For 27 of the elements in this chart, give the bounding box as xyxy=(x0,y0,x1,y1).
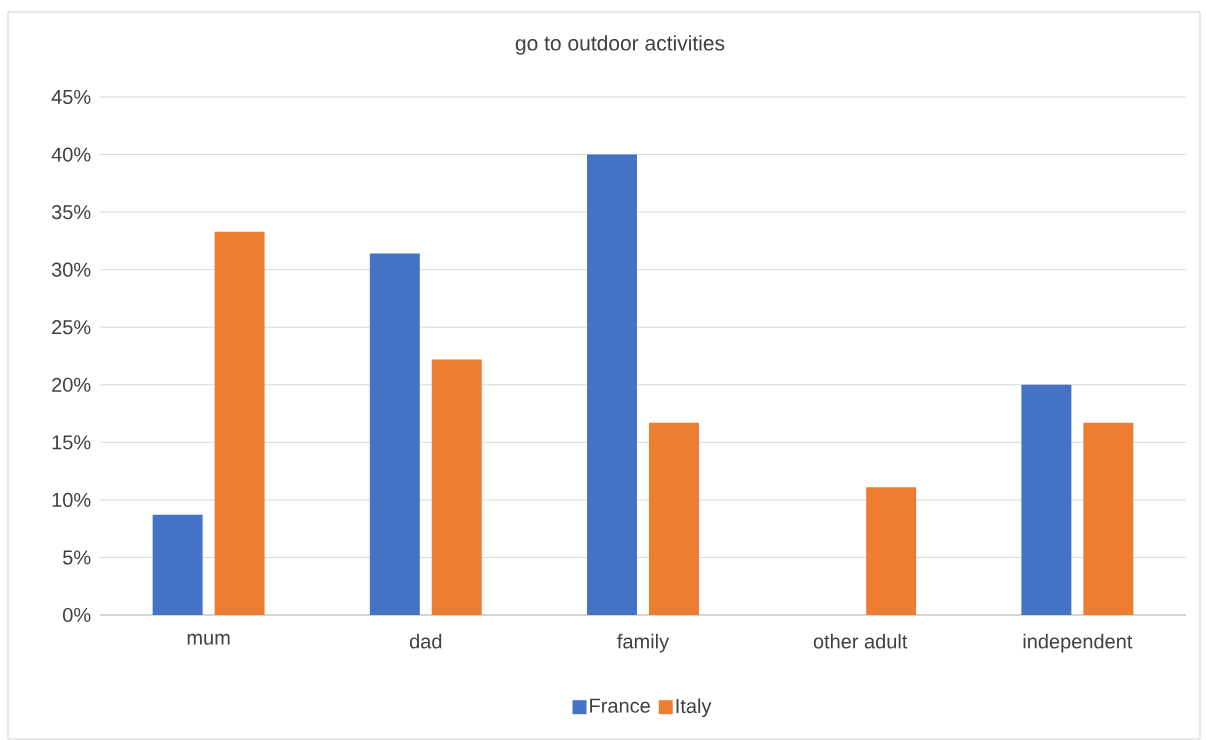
y-tick-label: 20% xyxy=(52,377,91,392)
bar xyxy=(152,514,203,615)
bar xyxy=(214,231,265,615)
x-tick-label: mum xyxy=(187,633,230,645)
x-tick-label: other adult xyxy=(813,633,908,649)
y-tick-label: 30% xyxy=(51,262,91,277)
bar xyxy=(866,487,917,615)
legend-label: France xyxy=(590,698,650,713)
y-tick-label: 15% xyxy=(52,435,91,450)
y-tick-label: 5% xyxy=(63,550,91,565)
bar xyxy=(648,422,699,615)
y-tick-label: 45% xyxy=(51,89,91,105)
chart-title: go to outdoor activities xyxy=(515,35,725,55)
bar xyxy=(1083,422,1134,615)
y-tick-label: 40% xyxy=(51,147,91,162)
bar xyxy=(1021,384,1072,615)
x-tick-label: independent xyxy=(1023,633,1133,653)
y-tick-label: 10% xyxy=(52,492,91,507)
x-tick-label: dad xyxy=(409,633,442,649)
bar xyxy=(369,253,420,615)
y-tick-label: 35% xyxy=(51,205,91,220)
legend-label: Italy xyxy=(676,698,712,718)
y-tick-label: 25% xyxy=(52,320,91,335)
x-tick-label: family xyxy=(617,633,670,653)
bar xyxy=(587,154,637,615)
y-tick-label: 0% xyxy=(63,607,91,623)
bar xyxy=(431,359,482,615)
